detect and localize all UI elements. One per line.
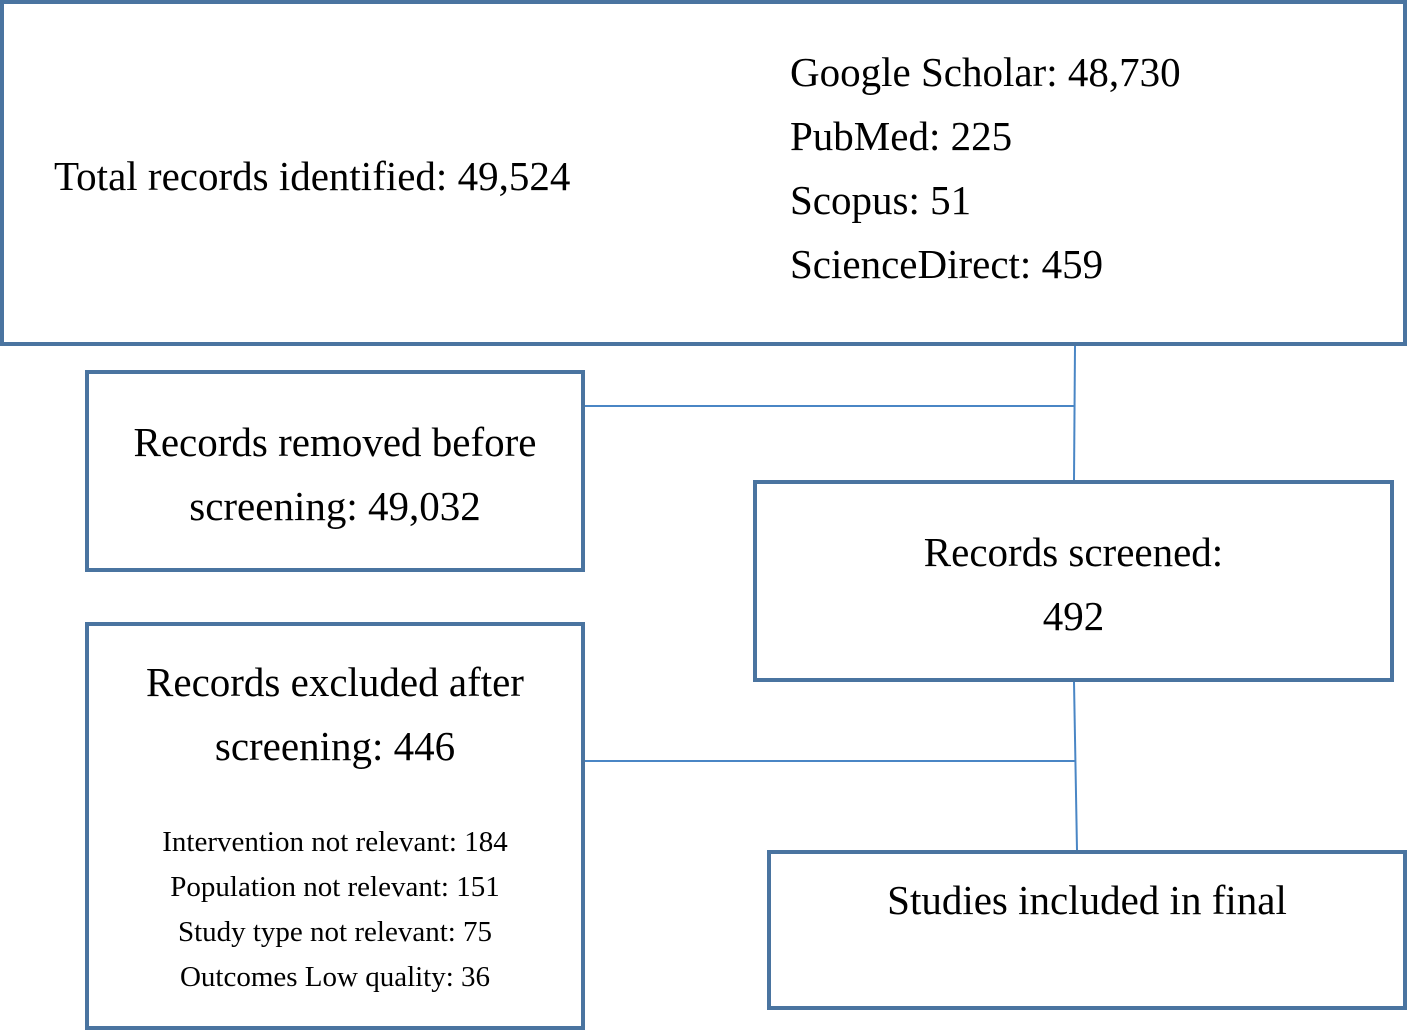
source-pubmed: PubMed: 225 [790, 113, 1013, 159]
records-removed-text: Records removed before screening: 49,032 [89, 410, 581, 538]
source-scopus: Scopus: 51 [790, 177, 972, 223]
source-sciencedirect: ScienceDirect: 459 [790, 241, 1104, 287]
source-list: Google Scholar: 48,730 PubMed: 225 Scopu… [790, 40, 1181, 296]
records-removed-line2: screening: 49,032 [189, 483, 481, 529]
records-excluded-box: Records excluded after screening: 446 In… [85, 622, 585, 1030]
records-excluded-text: Records excluded after screening: 446 [89, 650, 581, 778]
source-google-scholar: Google Scholar: 48,730 [790, 49, 1181, 95]
exclusion-reason-intervention: Intervention not relevant: 184 [162, 826, 508, 858]
studies-included-text: Studies included in final [887, 877, 1287, 923]
studies-included-box: Studies included in final [767, 850, 1407, 1010]
exclusion-reason-study-type: Study type not relevant: 75 [177, 916, 493, 948]
connector-screened-to-included [1073, 681, 1078, 851]
exclusion-reason-outcomes: Outcomes Low quality: 36 [179, 961, 491, 993]
records-identified-box: Total records identified: 49,524 Google … [0, 0, 1407, 346]
records-screened-count: 492 [1042, 593, 1105, 639]
exclusion-reasons-list: Intervention not relevant: 184 Populatio… [89, 820, 581, 1000]
records-excluded-line2: screening: 446 [214, 723, 456, 769]
total-records-identified: Total records identified: 49,524 [54, 153, 571, 199]
records-removed-box: Records removed before screening: 49,032 [85, 370, 585, 572]
exclusion-reason-population: Population not relevant: 151 [170, 871, 500, 903]
connector-identified-to-screened [1073, 345, 1076, 481]
records-screened-box: Records screened: 492 [753, 480, 1394, 682]
records-removed-line1: Records removed before [133, 419, 537, 465]
records-excluded-line1: Records excluded after [146, 659, 524, 705]
records-screened-text: Records screened: 492 [757, 520, 1390, 648]
records-screened-label: Records screened: [923, 529, 1224, 575]
